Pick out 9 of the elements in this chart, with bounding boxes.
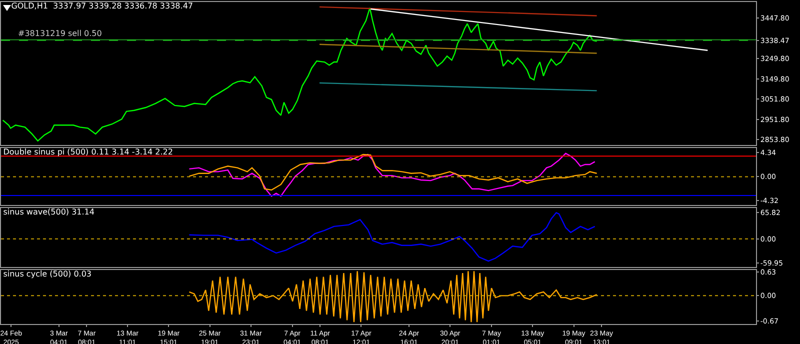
chart-title: sinus cycle (500) 0.03: [3, 270, 92, 279]
line-series: [188, 154, 598, 191]
chart-title: Double sinus pi (500) 0.11 3.14 -3.14 2.22: [3, 148, 173, 157]
chart-title: GOLD,H1 3337.97 3339.28 3336.78 3338.47: [11, 2, 194, 11]
line-series: [188, 152, 596, 197]
line-series: [188, 270, 598, 323]
chart-title: sinus wave(500) 31.14: [3, 208, 95, 217]
line-series: [188, 212, 596, 262]
ref-line-label: #38131219 sell 0.50: [18, 29, 102, 38]
